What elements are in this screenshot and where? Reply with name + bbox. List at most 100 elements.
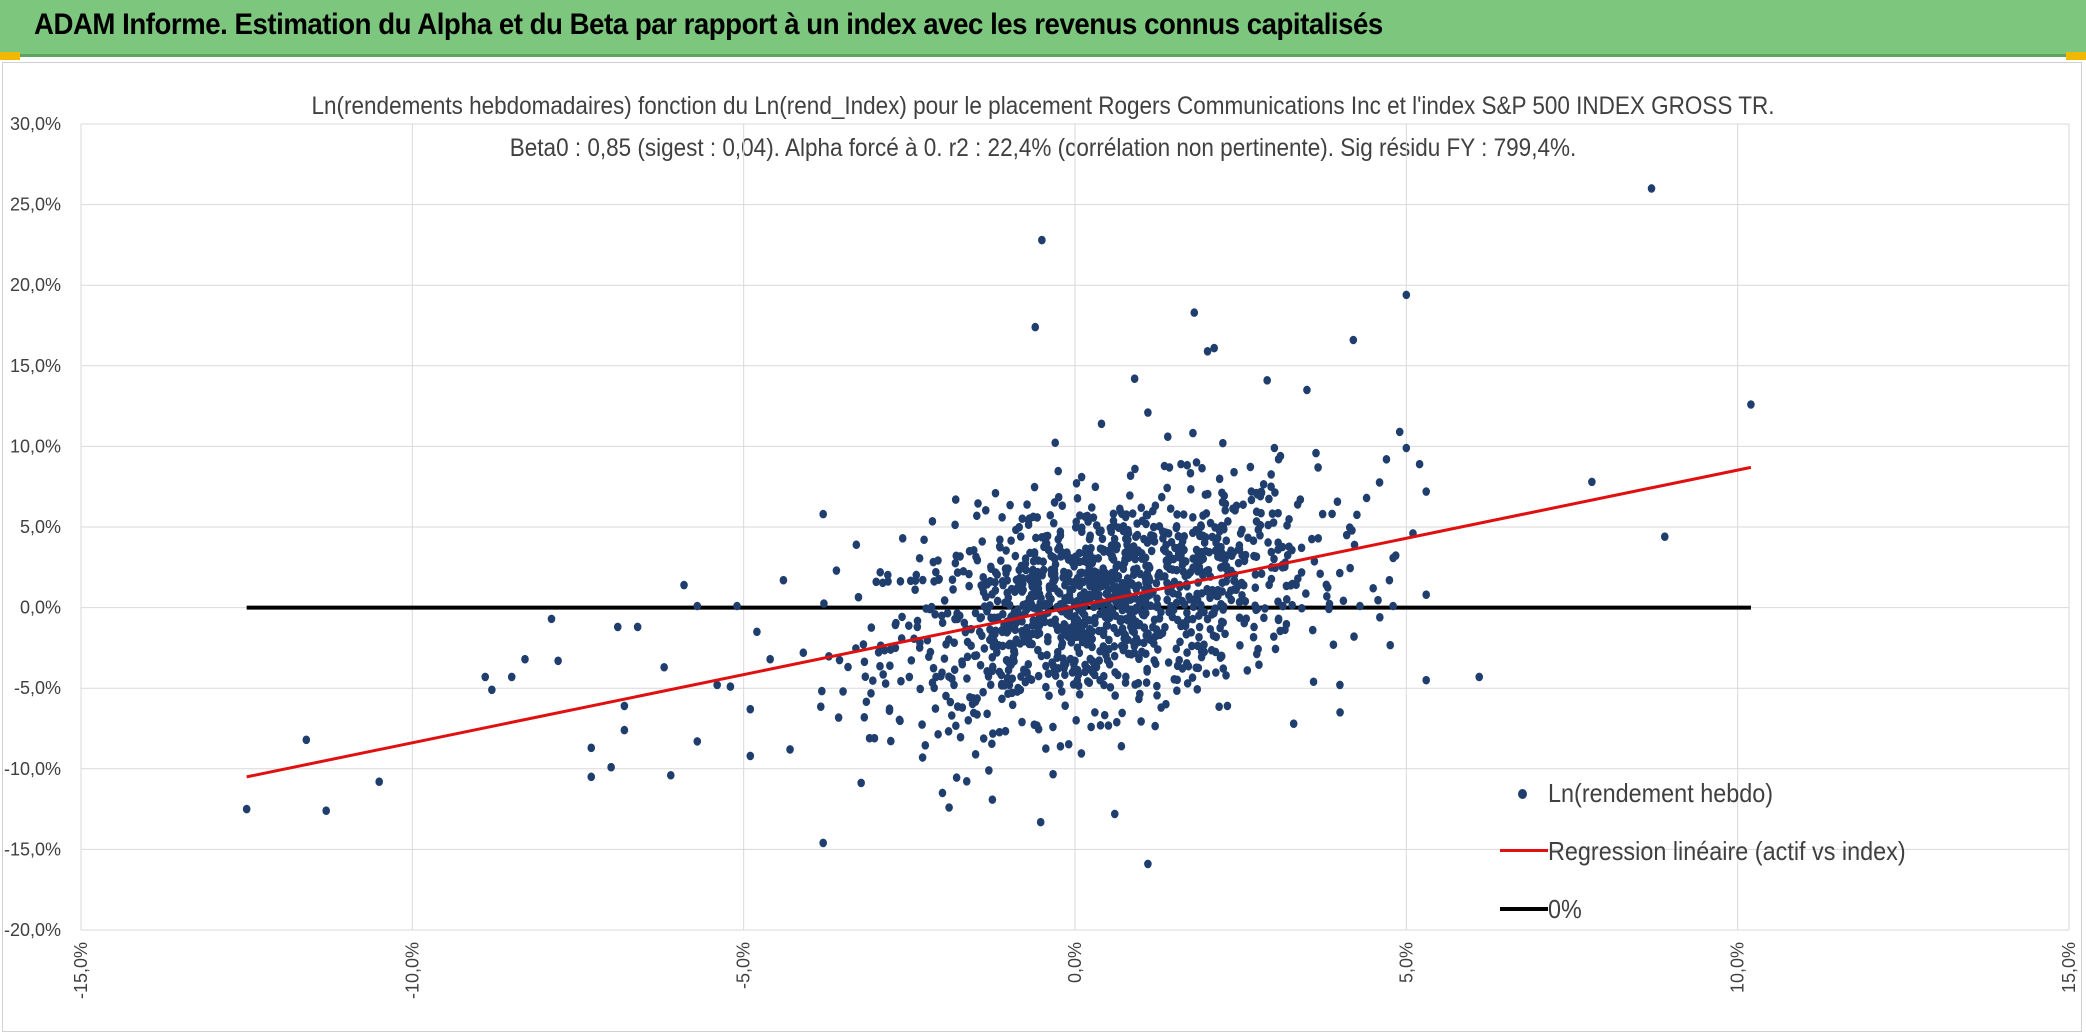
scatter-point [927, 602, 936, 612]
scatter-point [1104, 721, 1113, 730]
scatter-point [973, 694, 981, 703]
scatter-point [913, 616, 922, 626]
scatter-point [1044, 669, 1053, 678]
scatter-point [1004, 640, 1013, 650]
scatter-point [1257, 569, 1266, 578]
scatter-point [891, 643, 900, 653]
scatter-point [1375, 478, 1384, 487]
scatter-point [666, 770, 675, 780]
scatter-point [1219, 562, 1227, 571]
legend-item-regression: Regression linéaire (actif vs index) [1500, 830, 1960, 870]
scatter-point [1141, 553, 1150, 563]
scatter-point [1112, 717, 1121, 727]
scatter-point [1132, 617, 1140, 627]
scatter-point [1199, 511, 1207, 520]
scatter-point [1131, 464, 1139, 474]
scatter-point [1163, 562, 1171, 571]
scatter-point [868, 676, 877, 685]
scatter-point [1019, 585, 1027, 595]
scatter-point [911, 585, 919, 594]
scatter-point [1271, 644, 1280, 654]
scatter-point [972, 651, 981, 660]
scatter-point [1329, 640, 1338, 649]
scatter-point [1030, 720, 1039, 729]
scatter-point [1246, 462, 1255, 472]
scatter-point [1283, 550, 1292, 560]
scatter-point [1224, 517, 1232, 526]
y-tick-label: 20,0% [10, 275, 61, 295]
scatter-point [1093, 592, 1101, 602]
scatter-point [1267, 547, 1276, 557]
scatter-point [975, 627, 984, 637]
scatter-point [1215, 702, 1223, 711]
scatter-point [1116, 507, 1125, 516]
scatter-point [1038, 235, 1046, 245]
scatter-point [1179, 510, 1188, 519]
x-tick-label: -5,0% [734, 942, 754, 989]
scatter-point [985, 766, 993, 775]
scatter-point [613, 622, 622, 632]
scatter-point [928, 678, 937, 688]
scatter-point [1282, 595, 1291, 604]
scatter-point [1173, 510, 1181, 519]
y-tick-label: -10,0% [4, 759, 61, 779]
scatter-point [726, 682, 735, 691]
scatter-point [1027, 590, 1036, 600]
scatter-point [861, 672, 870, 681]
scatter-point [930, 577, 938, 586]
scatter-point [1106, 683, 1115, 692]
scatter-point [1140, 623, 1148, 633]
scatter-point [1175, 655, 1184, 665]
scatter-point [1189, 602, 1198, 612]
scatter-point [1274, 538, 1282, 548]
scatter-point [1008, 674, 1017, 683]
scatter-point [1362, 493, 1371, 503]
scatter-point [713, 680, 721, 690]
scatter-point [1050, 567, 1058, 577]
scatter-point [995, 727, 1004, 737]
scatter-point [1033, 513, 1042, 522]
scatter-point [1002, 564, 1010, 573]
scatter-point [1227, 546, 1235, 555]
scatter-point [1252, 517, 1261, 526]
scatter-point [953, 568, 962, 577]
report-title: ADAM Informe. Estimation du Alpha et du … [34, 8, 1383, 41]
scatter-point [1054, 664, 1063, 673]
scatter-point [1276, 626, 1284, 636]
scatter-point [1083, 633, 1092, 642]
scatter-point [1011, 551, 1020, 561]
scatter-point [1188, 641, 1196, 651]
chart-title: Ln(rendements hebdomadaires) fonction du… [311, 92, 1775, 120]
scatter-point [938, 618, 947, 628]
scatter-point [1097, 526, 1105, 536]
scatter-point [929, 663, 938, 673]
scatter-point [1189, 428, 1197, 438]
scatter-point [1178, 664, 1187, 673]
scatter-point [1142, 631, 1151, 640]
scatter-point [1144, 859, 1152, 869]
scatter-point [1149, 522, 1158, 532]
scatter-point [1069, 584, 1077, 594]
scatter-point [1143, 667, 1151, 676]
scatter-point [1198, 463, 1206, 473]
scatter-point [1194, 567, 1202, 576]
scatter-point [1346, 563, 1354, 573]
scatter-point [1065, 624, 1074, 634]
scatter-point [1180, 600, 1189, 609]
scatter-point [1234, 558, 1243, 568]
scatter-point [1053, 647, 1062, 657]
scatter-point [1205, 547, 1213, 557]
scatter-point [1138, 516, 1147, 526]
scatter-point [1128, 509, 1137, 518]
scatter-point [1071, 656, 1079, 666]
scatter-point [1103, 613, 1112, 623]
legend-label-regression: Regression linéaire (actif vs index) [1548, 836, 1906, 866]
scatter-point [1252, 507, 1261, 517]
scatter-point [1323, 583, 1332, 592]
scatter-point [1192, 663, 1201, 672]
scatter-point [1475, 672, 1484, 682]
scatter-point [1190, 308, 1199, 317]
scatter-point [1217, 617, 1226, 627]
scatter-point [951, 495, 960, 504]
scatter-point [1336, 680, 1344, 690]
